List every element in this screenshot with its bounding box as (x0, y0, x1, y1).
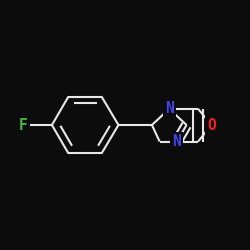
Text: N: N (165, 101, 173, 116)
Text: O: O (207, 118, 216, 132)
Text: N: N (172, 134, 181, 149)
Text: F: F (19, 118, 28, 132)
